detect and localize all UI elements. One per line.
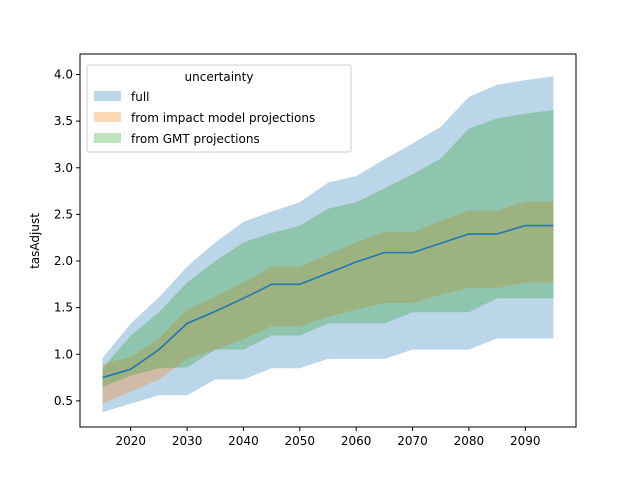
y-tick-label: 3.0 bbox=[54, 161, 73, 175]
y-tick-label: 2.5 bbox=[54, 207, 73, 221]
x-tick-label: 2080 bbox=[454, 434, 485, 448]
x-axis: 2020 2030 2040 2050 2060 2070 2080 2090 bbox=[115, 427, 541, 448]
y-tick-label: 1.5 bbox=[54, 301, 73, 315]
band-1 bbox=[102, 201, 554, 404]
x-tick-label: 2020 bbox=[115, 434, 146, 448]
legend-label: from impact model projections bbox=[131, 111, 315, 125]
legend-box bbox=[86, 64, 352, 153]
band-0 bbox=[102, 76, 554, 413]
x-tick-label: 2060 bbox=[341, 434, 372, 448]
y-axis: 0.5 1.0 1.5 2.0 2.5 3.0 3.5 4.0 bbox=[54, 68, 80, 408]
mean-line bbox=[102, 224, 554, 379]
legend-swatch bbox=[94, 133, 121, 143]
x-tick-label: 2070 bbox=[397, 434, 428, 448]
x-tick-label: 2040 bbox=[228, 434, 259, 448]
legend-label: full bbox=[131, 90, 150, 104]
y-axis-label: tasAdjust bbox=[28, 213, 42, 269]
mean-line-layer bbox=[102, 224, 554, 379]
y-tick-label: 2.0 bbox=[54, 254, 73, 268]
y-tick-label: 4.0 bbox=[54, 68, 73, 82]
x-tick-label: 2030 bbox=[172, 434, 203, 448]
plot-frame bbox=[79, 53, 577, 428]
legend-swatch bbox=[94, 112, 121, 122]
legend: uncertainty full from impact model projec… bbox=[86, 64, 352, 153]
bands bbox=[102, 76, 554, 413]
legend-swatch bbox=[94, 91, 121, 101]
y-tick-label: 0.5 bbox=[54, 394, 73, 408]
band-2 bbox=[102, 109, 554, 387]
legend-label: from GMT projections bbox=[131, 132, 260, 146]
legend-title: uncertainty bbox=[185, 70, 254, 84]
y-tick-label: 3.5 bbox=[54, 114, 73, 128]
x-tick-label: 2090 bbox=[510, 434, 541, 448]
x-tick-label: 2050 bbox=[285, 434, 316, 448]
y-tick-label: 1.0 bbox=[54, 347, 73, 361]
